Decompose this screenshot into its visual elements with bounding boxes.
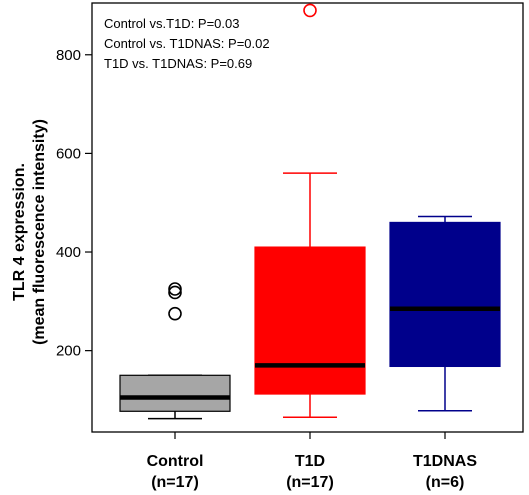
x-n-label-control: (n=17) (151, 474, 199, 491)
annotation-t1d-vs-t1dnas: T1D vs. T1DNAS: P=0.69 (104, 56, 252, 71)
outlier-control-1 (168, 306, 182, 321)
p-value-annotations: Control vs.T1D: P=0.03 Control vs. T1DNA… (104, 16, 270, 71)
x-n-label-t1d: (n=17) (286, 474, 334, 491)
plot-frame (91, 2, 524, 433)
outlier-control-2 (168, 285, 182, 300)
x-tick-label-t1d: T1D (295, 453, 325, 470)
outlier-t1d-1 (303, 3, 317, 18)
x-n-label-t1dnas: (n=6) (426, 474, 465, 491)
y-axis-label-line2: (mean fluorescence intensity) (31, 119, 48, 345)
box-t1dnas (389, 221, 501, 368)
x-tick-label-control: Control (147, 453, 204, 470)
annotation-control-vs-t1dnas: Control vs. T1DNAS: P=0.02 (104, 36, 270, 51)
annotation-control-vs-t1d: Control vs.T1D: P=0.03 (104, 16, 239, 31)
box-control (119, 374, 231, 412)
y-tick-label-400: 400 (56, 244, 81, 261)
y-tick-label-200: 200 (56, 343, 81, 360)
y-tick-label-600: 600 (56, 145, 81, 162)
outlier-control-3 (168, 282, 182, 296)
y-tick-label-800: 800 (56, 47, 81, 64)
y-axis-label-line1: TLR 4 expression. (11, 163, 28, 301)
y-axis-title: TLR 4 expression. (mean fluorescence int… (11, 119, 48, 345)
plot-area: 200 400 600 800 Control (n=17) T1D (n=17) T1DNAS… (56, 2, 524, 491)
box-t1d (254, 246, 366, 395)
x-tick-label-t1dnas: T1DNAS (413, 453, 477, 470)
